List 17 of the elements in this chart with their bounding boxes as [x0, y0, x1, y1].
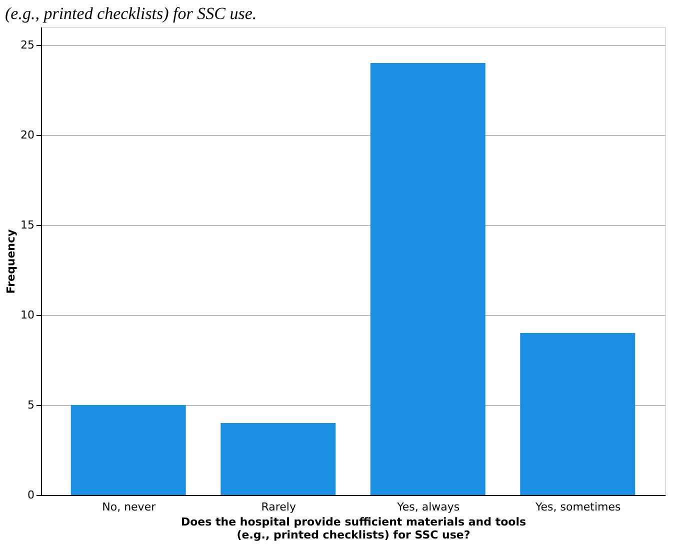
y-tick-label: 15: [20, 218, 34, 232]
x-tick-label: Rarely: [261, 500, 296, 514]
y-tick-label: 25: [20, 38, 34, 52]
x-axis-title: Does the hospital provide sufficient materials and tools (e.g., printed checklists) for SSC use?: [180, 516, 526, 542]
chart-title: (e.g., printed checklists) for SSC use.: [5, 4, 257, 23]
x-tick-label: Yes, always: [396, 500, 460, 514]
y-tick-label: 10: [20, 308, 34, 322]
y-tick-label: 5: [28, 398, 34, 412]
bar: [70, 405, 186, 495]
bar: [370, 63, 486, 495]
x-tick-label: Yes, sometimes: [534, 500, 622, 514]
x-tick-label: No, never: [102, 500, 156, 514]
y-axis-title: Frequency: [4, 229, 18, 294]
bar: [520, 333, 636, 495]
bar: [220, 423, 336, 495]
y-tick-label: 20: [20, 128, 34, 142]
y-tick-label: 0: [28, 488, 34, 502]
